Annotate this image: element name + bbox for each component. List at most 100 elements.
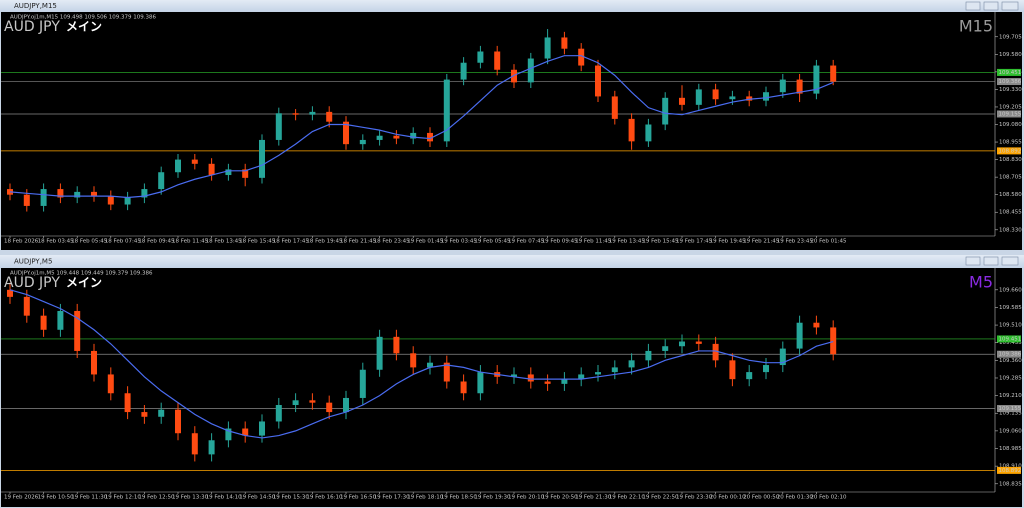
candle-body [779, 348, 786, 366]
candle-body [628, 360, 635, 368]
x-tick-label: 19 Feb 22:10 [609, 495, 646, 501]
candle-body [695, 89, 702, 105]
candle-body [23, 194, 30, 206]
candle-body [611, 367, 618, 373]
y-tick-label: 109.285 [999, 375, 1022, 381]
plots: 109.705109.580109.455109.330109.205109.0… [1, 15, 1022, 501]
candle-body [410, 353, 417, 368]
chart-info: AUDJPY.oj1m,M5 109.448 109.449 109.379 1… [10, 271, 153, 277]
window-top: AUDJPY,M15 [0, 0, 1024, 250]
candle-body [813, 322, 820, 328]
x-tick-label: 19 Feb 05:45 [474, 239, 511, 245]
y-tick-label: 109.660 [999, 287, 1022, 293]
candle-body [477, 372, 484, 394]
symbol: AUD JPY [4, 19, 60, 35]
y-tick-label: 109.580 [999, 52, 1022, 58]
x-tick-label: 18 Feb 17:45 [273, 239, 310, 245]
level-badge [997, 78, 1021, 86]
y-tick-label: 108.910 [999, 464, 1022, 470]
candle-body [746, 372, 753, 380]
candle-body [208, 163, 215, 176]
maximize-button[interactable] [983, 256, 999, 266]
candle-body [830, 65, 837, 82]
candle-body [376, 135, 383, 140]
candle-body [561, 379, 568, 384]
candle-body [527, 374, 534, 382]
symbol-label: メイン [66, 20, 102, 34]
candle-body [746, 96, 753, 101]
y-tick-label: 109.330 [999, 87, 1022, 93]
maximize-button[interactable] [983, 1, 999, 11]
window-title: AUDJPY,M5 [14, 258, 52, 266]
x-tick-label: 18 Feb 19:45 [306, 239, 343, 245]
candle-body [763, 92, 769, 101]
level-badge [997, 335, 1021, 343]
candle-body [679, 97, 685, 105]
candle-body [208, 440, 215, 455]
candle-body [628, 118, 635, 142]
close-button[interactable] [1001, 1, 1019, 11]
candle-body [225, 428, 232, 441]
x-tick-label: 18 Feb 03:45 [38, 239, 75, 245]
x-tick-label: 19 Feb 17:30 [374, 495, 411, 501]
candle-body [796, 79, 803, 94]
candle-body [527, 58, 534, 83]
level-label: 108.892 [999, 468, 1022, 474]
candle-body [91, 191, 97, 197]
y-tick-label: 109.510 [999, 323, 1022, 329]
title-bar[interactable] [0, 255, 1024, 268]
x-tick-label: 20 Feb 01:45 [810, 239, 847, 245]
x-tick-label: 19 Feb 18:10 [407, 495, 444, 501]
close-button[interactable] [1001, 256, 1019, 266]
candle-body [326, 402, 333, 413]
x-tick-label: 19 Feb 12:10 [105, 495, 142, 501]
y-tick-label: 108.835 [999, 481, 1022, 487]
level-badge [997, 405, 1021, 413]
x-tick-label: 18 Feb 13:45 [206, 239, 243, 245]
candle-body [124, 393, 131, 413]
candle-body [494, 51, 501, 70]
x-tick-label: 18 Feb 15:45 [239, 239, 276, 245]
candle-body [578, 374, 585, 380]
x-tick-label: 19 Feb 16:10 [306, 495, 343, 501]
candle-body [23, 296, 30, 316]
candle-body [578, 48, 585, 66]
x-tick-label: 20 Feb 00:10 [710, 495, 747, 501]
candle-body [359, 369, 366, 398]
candle-body [460, 381, 467, 394]
level-badge [997, 350, 1021, 358]
x-tick-label: 19 Feb 18:50 [441, 495, 478, 501]
level-label: 109.386 [999, 79, 1022, 85]
x-tick-label: 19 Feb 13:45 [609, 239, 646, 245]
y-tick-label: 109.135 [999, 411, 1022, 417]
y-tick-label: 109.705 [999, 34, 1022, 40]
candle-body [343, 397, 349, 413]
candle-body [763, 365, 769, 373]
candle-body [393, 336, 400, 354]
x-tick-label: 19 Feb 21:45 [743, 239, 780, 245]
candle-body [191, 433, 198, 455]
x-tick-label: 19 Feb 09:45 [542, 239, 579, 245]
level-label: 109.451 [999, 70, 1022, 76]
x-tick-label: 19 Feb 19:30 [474, 495, 511, 501]
y-tick-label: 108.985 [999, 446, 1022, 452]
candle-body [460, 62, 467, 80]
title-bar[interactable] [0, 0, 1024, 12]
x-tick-label: 19 Feb 19:45 [710, 239, 747, 245]
x-tick-label: 19 Feb 16:50 [340, 495, 377, 501]
candle-body [175, 159, 181, 173]
candle-body [158, 409, 165, 417]
level-badge [997, 147, 1021, 155]
x-tick-label: 19 Feb 22:50 [642, 495, 679, 501]
candle-body [242, 169, 249, 178]
level-label: 109.386 [999, 352, 1022, 358]
candle-body [712, 89, 719, 100]
x-tick-label: 19 Feb 20:50 [542, 495, 579, 501]
candle-body [141, 412, 148, 417]
minimize-button[interactable] [965, 1, 981, 11]
minimize-button[interactable] [965, 256, 981, 266]
candle-body [813, 65, 820, 94]
level-label: 108.892 [999, 148, 1022, 154]
y-tick-label: 108.705 [999, 175, 1022, 181]
